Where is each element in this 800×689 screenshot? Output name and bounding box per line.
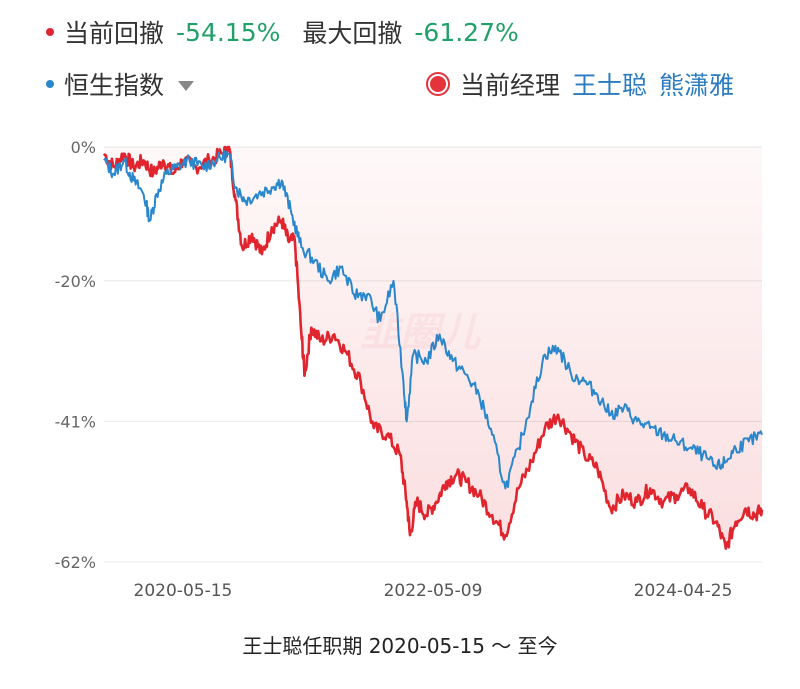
max-drawdown-label: 最大回撤 xyxy=(302,19,403,48)
manager-legend: 当前经理 王士聪 熊潇雅 xyxy=(426,66,734,102)
manager-name-2[interactable]: 熊潇雅 xyxy=(659,71,735,100)
manager-label: 当前经理 xyxy=(460,71,561,100)
y-tick-label: -62% xyxy=(55,553,96,572)
watermark: 韭圈儿 xyxy=(360,310,482,356)
hang-seng-index-line xyxy=(103,149,763,490)
index-label: 恒生指数 xyxy=(64,71,165,100)
x-tick-label: 2024-04-25 xyxy=(634,581,733,601)
index-dot-icon xyxy=(46,80,54,88)
max-drawdown-value: -61.27% xyxy=(414,17,519,47)
fund-dot-icon xyxy=(46,28,54,36)
fund-drawdown-line xyxy=(102,145,764,550)
y-tick-label: -41% xyxy=(55,412,96,431)
current-drawdown-label: 当前回撤 xyxy=(64,19,165,48)
x-tick-label: 2020-05-15 xyxy=(134,581,233,601)
x-tick-label: 2022-05-09 xyxy=(384,581,483,601)
manager-name-1[interactable]: 王士聪 xyxy=(572,71,648,100)
x-axis: 2020-05-15 2022-05-09 2024-04-25 xyxy=(134,581,733,601)
y-axis: 0% -20% -41% -62% xyxy=(55,138,96,572)
tenure-footer: 王士聪任职期 2020-05-15 ～ 至今 xyxy=(242,634,558,658)
dropdown-arrow-icon[interactable] xyxy=(178,81,195,91)
current-drawdown-value: -54.15% xyxy=(176,17,281,47)
manager-radio-icon[interactable] xyxy=(426,72,450,96)
y-tick-label: 0% xyxy=(71,138,96,157)
legend-row-1: 当前回撤 -54.15% 最大回撤 -61.27% xyxy=(46,14,519,50)
index-selector[interactable]: 恒生指数 xyxy=(46,66,195,102)
y-tick-label: -20% xyxy=(55,272,96,291)
